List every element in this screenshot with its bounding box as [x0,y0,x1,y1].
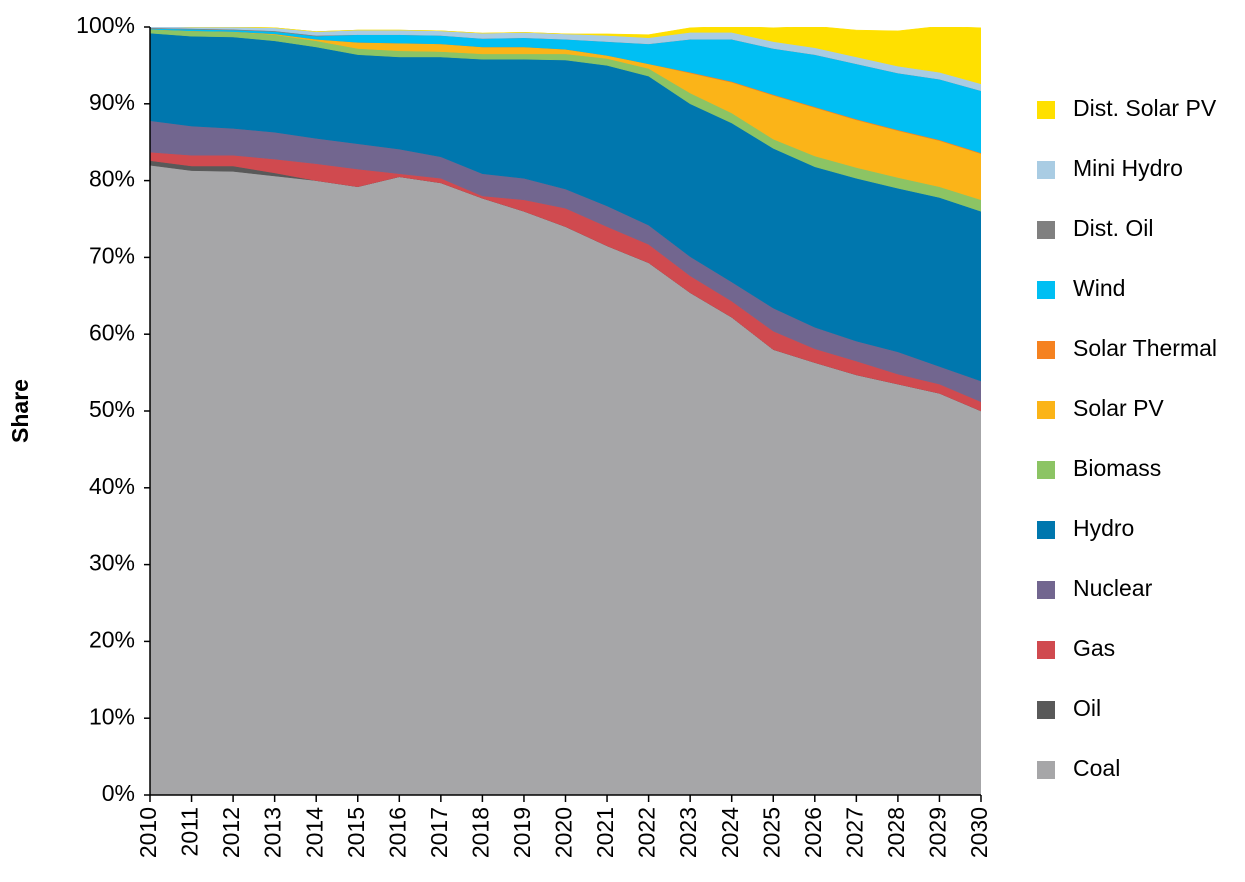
x-tick-label: 2025 [758,807,784,858]
x-tick-label: 2030 [966,807,992,858]
legend-label: Mini Hydro [1073,155,1183,181]
area [178,27,981,85]
x-tick-label: 2014 [301,807,327,858]
legend-label: Wind [1073,275,1125,301]
x-tick-label: 2013 [260,807,286,858]
y-tick-label: 100% [76,12,135,38]
legend-label: Gas [1073,635,1115,661]
x-tick-label: 2021 [592,807,618,858]
y-tick-label: 50% [89,396,135,422]
legend-label: Oil [1073,695,1101,721]
legend-swatch [1037,161,1055,179]
legend-label: Biomass [1073,455,1161,481]
x-tick-label: 2024 [717,807,743,858]
legend-label: Solar PV [1073,395,1164,421]
y-tick-label: 30% [89,550,135,576]
legend-label: Coal [1073,755,1120,781]
y-tick-label: 90% [89,89,135,115]
legend-label: Dist. Solar PV [1073,95,1217,121]
x-tick-label: 2017 [426,807,452,858]
x-tick-label: 2028 [883,807,909,858]
y-tick-label: 0% [102,780,135,806]
legend-label: Hydro [1073,515,1134,541]
legend-swatch [1037,521,1055,539]
legend-swatch [1037,341,1055,359]
x-tick-label: 2011 [177,807,203,856]
plot-area [150,27,981,795]
x-tick-label: 2020 [551,807,577,858]
x-tick-label: 2012 [218,807,244,858]
legend-swatch [1037,401,1055,419]
legend-swatch [1037,641,1055,659]
legend-swatch [1037,701,1055,719]
legend-label: Dist. Oil [1073,215,1154,241]
y-axis-label: Share [7,379,33,443]
legend-swatch [1037,101,1055,119]
x-tick-label: 2023 [675,807,701,858]
x-tick-label: 2018 [467,807,493,858]
legend-label: Solar Thermal [1073,335,1217,361]
legend-swatch [1037,221,1055,239]
y-tick-label: 10% [89,703,135,729]
x-tick-label: 2026 [800,807,826,858]
y-tick-label: 60% [89,319,135,345]
legend-swatch [1037,461,1055,479]
x-tick-label: 2022 [634,807,660,858]
y-tick-label: 70% [89,242,135,268]
x-tick-label: 2029 [925,807,951,858]
y-tick-label: 20% [89,626,135,652]
legend-swatch [1037,281,1055,299]
x-tick-label: 2019 [509,807,535,858]
legend-swatch [1037,581,1055,599]
legend-label: Nuclear [1073,575,1153,601]
x-tick-label: 2015 [343,807,369,858]
legend-swatch [1037,761,1055,779]
y-tick-label: 40% [89,473,135,499]
y-tick-label: 80% [89,166,135,192]
x-tick-label: 2027 [841,807,867,858]
x-tick-label: 2010 [135,807,161,858]
x-tick-label: 2016 [384,807,410,858]
